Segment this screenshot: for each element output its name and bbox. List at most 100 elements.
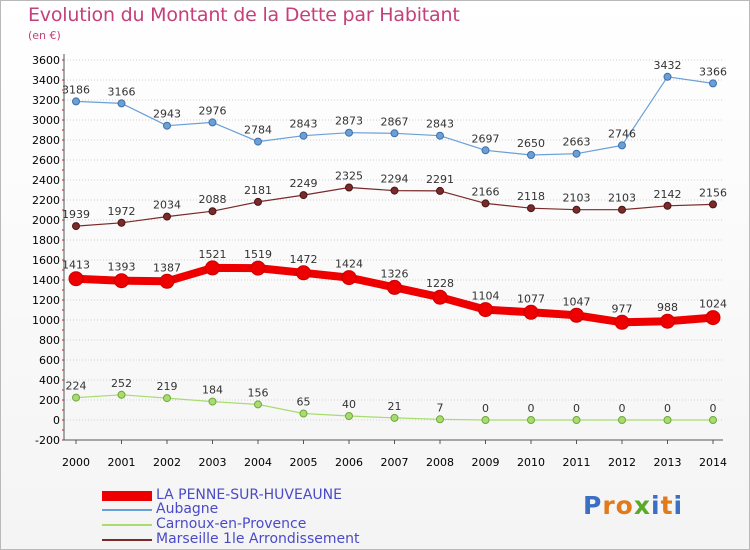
data-point-marseille (390, 186, 399, 195)
y-tick-label: 2200 (32, 194, 60, 207)
data-point-la-penne (341, 270, 357, 286)
data-label-carnoux: 0 (710, 402, 717, 415)
data-point-carnoux (72, 393, 80, 402)
legend-label-carnoux: Carnoux-en-Provence (156, 516, 307, 532)
x-tick-label: 2001 (108, 456, 136, 469)
y-tick-label: 3600 (32, 54, 60, 67)
data-label-carnoux: 156 (248, 386, 269, 399)
data-label-la-penne: 1077 (517, 292, 545, 305)
data-point-aubagne (709, 79, 717, 88)
x-tick-label: 2009 (472, 456, 500, 469)
data-point-carnoux (117, 390, 126, 399)
data-point-aubagne (436, 131, 444, 140)
y-tick-label: 1000 (32, 314, 60, 327)
data-label-aubagne: 2867 (381, 115, 409, 128)
logo-letter: o (615, 491, 634, 520)
data-point-carnoux (390, 413, 399, 422)
data-label-marseille: 1939 (62, 208, 90, 221)
data-point-la-penne (432, 289, 448, 305)
data-point-marseille (572, 205, 581, 214)
data-point-marseille (208, 207, 217, 216)
data-point-marseille (527, 204, 535, 213)
legend-label-la-penne: LA PENNE-SUR-HUVEAUNE (156, 487, 342, 503)
data-label-la-penne: 1472 (290, 253, 318, 266)
data-point-aubagne (527, 151, 535, 159)
data-point-marseille (345, 183, 353, 192)
data-label-carnoux: 184 (202, 384, 223, 397)
logo-letter: P (583, 491, 603, 520)
data-point-carnoux (208, 397, 217, 406)
y-tick-label: 1400 (32, 274, 60, 287)
data-label-marseille: 1972 (108, 205, 136, 218)
data-point-la-penne (250, 260, 266, 276)
x-tick-label: 2011 (563, 456, 591, 469)
data-label-marseille: 2294 (381, 173, 409, 186)
data-label-aubagne: 3166 (108, 85, 136, 98)
data-point-la-penne (614, 314, 630, 330)
y-tick-label: -200 (35, 434, 60, 447)
data-label-aubagne: 2746 (608, 127, 636, 140)
data-point-la-penne (569, 307, 584, 323)
data-label-carnoux: 65 (297, 396, 311, 409)
logo-letter: i (673, 491, 684, 520)
legend-swatch-marseille (102, 539, 152, 541)
data-label-la-penne: 1326 (381, 267, 409, 280)
data-point-la-penne (159, 273, 175, 289)
data-label-marseille: 2325 (335, 170, 363, 183)
x-tick-label: 2002 (153, 456, 181, 469)
data-point-la-penne (705, 310, 721, 326)
data-point-marseille (72, 222, 80, 231)
data-point-marseille (709, 200, 717, 209)
data-point-carnoux (299, 409, 308, 418)
y-tick-label: 2800 (32, 134, 60, 147)
data-point-marseille (436, 186, 444, 195)
y-axis-unit: (en €) (28, 29, 61, 42)
data-point-carnoux (436, 415, 444, 424)
data-point-aubagne (254, 137, 262, 146)
data-label-marseille: 2034 (153, 199, 181, 212)
data-label-la-penne: 1413 (62, 259, 90, 272)
data-label-carnoux: 0 (528, 402, 535, 415)
data-point-carnoux (709, 416, 717, 424)
x-tick-label: 2008 (426, 456, 454, 469)
x-tick-label: 2007 (381, 456, 409, 469)
data-label-marseille: 2142 (654, 188, 682, 201)
data-label-carnoux: 0 (573, 402, 580, 415)
y-tick-label: 3200 (32, 94, 60, 107)
data-label-aubagne: 2843 (290, 118, 318, 131)
y-tick-label: 400 (39, 374, 60, 387)
y-tick-label: 1600 (32, 254, 60, 267)
x-tick-label: 2014 (699, 456, 727, 469)
data-label-la-penne: 1387 (153, 261, 181, 274)
x-tick-label: 2013 (654, 456, 682, 469)
data-point-aubagne (618, 141, 626, 150)
x-tick-label: 2004 (244, 456, 272, 469)
data-label-aubagne: 2873 (335, 115, 363, 128)
legend-swatch-carnoux (102, 524, 152, 526)
data-point-carnoux (254, 400, 262, 409)
legend-label-marseille: Marseille 1le Arrondissement (156, 531, 360, 547)
data-label-carnoux: 0 (664, 402, 671, 415)
data-label-marseille: 2118 (517, 190, 545, 203)
data-label-marseille: 2181 (244, 184, 272, 197)
data-point-aubagne (572, 149, 581, 158)
data-label-marseille: 2103 (563, 192, 591, 205)
data-label-aubagne: 2943 (153, 108, 181, 121)
data-label-la-penne: 1047 (563, 295, 591, 308)
x-tick-label: 2003 (199, 456, 227, 469)
data-label-marseille: 2249 (290, 177, 318, 190)
data-point-aubagne (345, 128, 353, 137)
data-label-aubagne: 3186 (62, 83, 90, 96)
data-label-la-penne: 1424 (335, 258, 363, 271)
data-label-marseille: 2103 (608, 192, 636, 205)
data-label-carnoux: 7 (437, 401, 444, 414)
y-tick-label: 800 (39, 334, 60, 347)
data-label-aubagne: 2843 (426, 118, 454, 131)
data-label-la-penne: 988 (657, 301, 678, 314)
data-label-la-penne: 977 (612, 302, 633, 315)
data-label-aubagne: 3432 (654, 59, 682, 72)
data-label-marseille: 2291 (426, 173, 454, 186)
data-point-marseille (254, 197, 262, 206)
